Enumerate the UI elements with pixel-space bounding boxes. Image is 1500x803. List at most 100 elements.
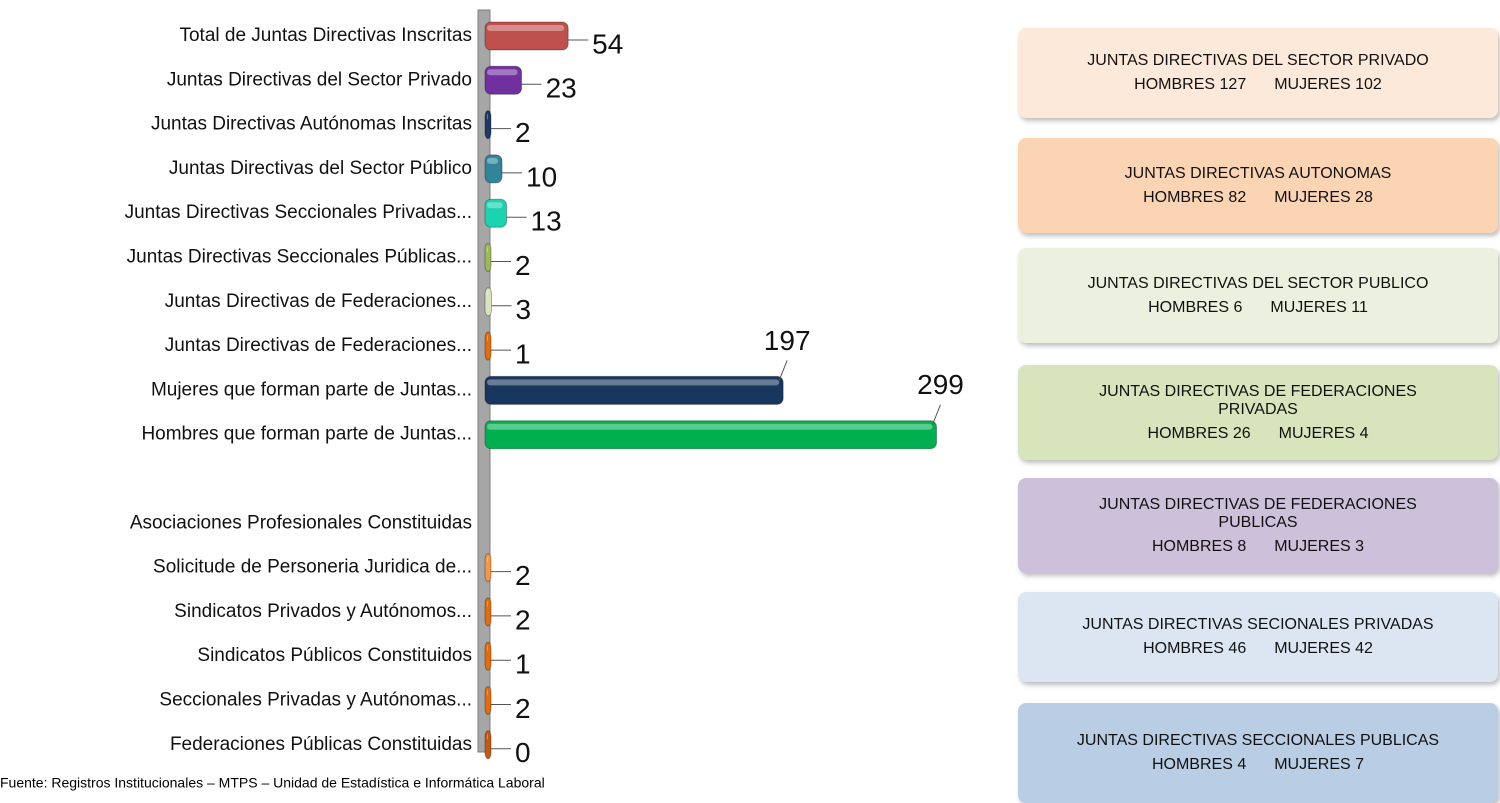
bar <box>484 730 492 760</box>
bar <box>484 420 937 450</box>
bar-shine <box>487 556 488 563</box>
panel: JUNTAS DIRECTIVAS SECCIONALES PUBLICAS HO… <box>1018 703 1498 803</box>
bar-shine <box>487 69 518 76</box>
bar <box>484 287 493 317</box>
panel: JUNTAS DIRECTIVAS DE FEDERACIONES PUBLIC… <box>1018 478 1498 573</box>
bar <box>484 641 492 671</box>
bar <box>484 198 508 228</box>
leader-line <box>932 404 941 425</box>
bar-shine <box>487 689 488 696</box>
women: MUJERES 7 <box>1274 756 1365 773</box>
bar-shine <box>487 202 503 209</box>
panel-title: JUNTAS DIRECTIVAS DEL SECTOR PRIVADO <box>1087 52 1429 69</box>
value-label: 54 <box>592 28 623 59</box>
bar <box>484 375 784 405</box>
women: MUJERES 4 <box>1278 424 1369 442</box>
value-label: 3 <box>516 294 532 325</box>
bar <box>484 21 569 51</box>
men: HOMBRES 127 <box>1134 76 1247 93</box>
bar-shine <box>487 600 488 607</box>
men: HOMBRES 8 <box>1151 537 1247 555</box>
bar <box>484 686 492 715</box>
category-label: Juntas Directivas Autónomas Inscritas <box>151 114 472 135</box>
source: Fuente: Registros Institucionales – MTPS… <box>0 775 545 791</box>
category-label: Juntas Directivas Seccionales Públicas..… <box>127 247 472 268</box>
panel-title: JUNTAS DIRECTIVAS AUTONOMAS <box>1124 164 1392 182</box>
panel: JUNTAS DIRECTIVAS SECIONALES PRIVADAS HOM… <box>1018 592 1498 682</box>
men: HOMBRES 6 <box>1148 298 1243 316</box>
category-label: Juntas Directivas del Sector Privado <box>167 69 472 90</box>
panel-title: JUNTAS DIRECTIVAS DE FEDERACIONES PUBLIC… <box>1099 495 1417 531</box>
panel-counts: HOMBRES 4 MUJERES 7 <box>1058 756 1458 774</box>
panel: JUNTAS DIRECTIVAS DEL SECTOR PUBLICO HOMB… <box>1018 248 1498 343</box>
panel: JUNTAS DIRECTIVAS AUTONOMAS HOMBRES 82 MUJ… <box>1018 138 1498 233</box>
panel-counts: HOMBRES 127 MUJERES 102 <box>1058 76 1458 94</box>
bar <box>484 597 492 627</box>
bar <box>484 243 492 272</box>
bar-shine <box>487 246 488 253</box>
bar <box>484 154 503 184</box>
men: HOMBRES 4 <box>1151 756 1247 773</box>
value-label: 1 <box>515 338 531 369</box>
category-label: Mujeres que forman parte de Juntas... <box>151 379 472 400</box>
panel-counts: HOMBRES 8 MUJERES 3 <box>1058 538 1458 556</box>
women: MUJERES 102 <box>1274 76 1382 93</box>
panel: JUNTAS DIRECTIVAS DEL SECTOR PRIVADO HOMB… <box>1018 28 1498 118</box>
bar-shine <box>487 113 488 120</box>
value-label: 2 <box>515 250 531 281</box>
bar-shine <box>487 290 488 297</box>
category-label: Sindicatos Públicos Constituidos <box>197 645 472 666</box>
category-label: Solicitude de Personeria Juridica de... <box>153 557 472 578</box>
bar <box>484 110 492 140</box>
category-label: Juntas Directivas Seccionales Privadas..… <box>125 202 472 223</box>
value-label: 2 <box>515 117 531 148</box>
panel-counts: HOMBRES 6 MUJERES 11 <box>1058 299 1458 317</box>
value-label: 10 <box>526 161 557 192</box>
bar <box>484 553 492 583</box>
panel-counts: HOMBRES 26 MUJERES 4 <box>1058 425 1458 443</box>
value-label: 299 <box>917 369 964 400</box>
category-label: Federaciones Públicas Constituidas <box>170 734 472 755</box>
panel-title: JUNTAS DIRECTIVAS DE FEDERACIONES PRIVAD… <box>1099 382 1417 418</box>
bar-shine <box>487 423 933 430</box>
category-label: Hombres que forman parte de Juntas... <box>141 424 472 445</box>
bar-shine <box>487 335 488 342</box>
panel-counts: HOMBRES 46 MUJERES 42 <box>1058 640 1458 658</box>
women: MUJERES 42 <box>1274 640 1373 657</box>
value-label: 197 <box>764 325 811 356</box>
value-label: 0 <box>515 737 531 768</box>
panel-title: JUNTAS DIRECTIVAS SECCIONALES PUBLICAS <box>1076 732 1440 749</box>
leader-line <box>778 360 788 381</box>
men: HOMBRES 26 <box>1147 424 1251 442</box>
women: MUJERES 11 <box>1270 298 1368 316</box>
value-label: 23 <box>546 73 577 104</box>
category-label: Total de Juntas Directivas Inscritas <box>179 25 472 46</box>
category-label: Juntas Directivas de Federaciones... <box>165 335 472 356</box>
category-label: Juntas Directivas del Sector Público <box>169 158 472 179</box>
bar-shine <box>487 157 499 164</box>
bar-shine <box>487 645 488 652</box>
men: HOMBRES 46 <box>1143 640 1247 657</box>
men: HOMBRES 82 <box>1143 188 1247 206</box>
panel-title: JUNTAS DIRECTIVAS DEL SECTOR PUBLICO <box>1087 274 1429 292</box>
bar-shine <box>487 733 488 740</box>
value-label: 2 <box>515 693 531 724</box>
value-label: 1 <box>515 649 531 680</box>
bar <box>484 331 492 361</box>
panel-title: JUNTAS DIRECTIVAS SECIONALES PRIVADAS <box>1082 616 1434 633</box>
category-label: Seccionales Privadas y Autónomas... <box>159 690 472 711</box>
category-label: Sindicatos Privados y Autónomos... <box>174 601 472 622</box>
bar <box>484 65 523 95</box>
panel: JUNTAS DIRECTIVAS DE FEDERACIONES PRIVAD… <box>1018 365 1498 460</box>
women: MUJERES 28 <box>1274 188 1373 206</box>
chart: Fuente: Registros Institucionales – MTPS… <box>0 9 964 791</box>
women: MUJERES 3 <box>1274 537 1365 555</box>
value-label: 13 <box>531 206 562 237</box>
value-label: 2 <box>515 560 531 591</box>
bar-shine <box>487 379 780 386</box>
category-label: Juntas Directivas de Federaciones... <box>165 291 472 312</box>
bar-shine <box>487 25 565 31</box>
panel-counts: HOMBRES 82 MUJERES 28 <box>1058 189 1458 207</box>
category-label: Asociaciones Profesionales Constituidas <box>130 512 472 533</box>
